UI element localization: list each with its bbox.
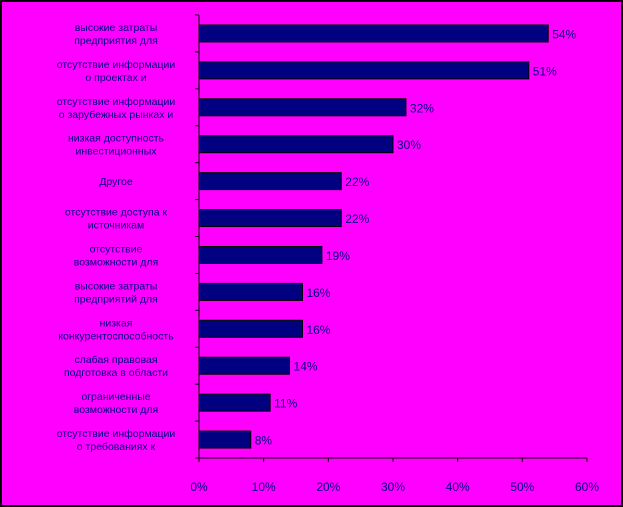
value-label: 19% bbox=[326, 249, 350, 263]
category-label: высокие затраты предприятий для bbox=[74, 280, 158, 305]
x-tick-label: 40% bbox=[446, 480, 470, 494]
category-label-line: подготовка в области bbox=[64, 367, 168, 379]
value-label: 30% bbox=[397, 138, 421, 152]
category-label-line: отсутствие информации bbox=[57, 96, 176, 108]
x-tick-label: 20% bbox=[316, 480, 340, 494]
category-label: ограниченные возможности для bbox=[74, 391, 158, 416]
bar bbox=[198, 98, 407, 117]
x-tick-label: 30% bbox=[381, 480, 405, 494]
value-label: 14% bbox=[294, 360, 318, 374]
category-label: высокие затраты предприятия для bbox=[74, 22, 158, 47]
category-label-line: возможности для bbox=[74, 256, 158, 268]
category-label-line: слабая правовая bbox=[74, 354, 157, 366]
category-label: слабая правовая подготовка в области bbox=[64, 354, 168, 379]
category-label: отсутствие информации о зарубежных рынках… bbox=[57, 96, 176, 121]
category-label-line: низкая доступность bbox=[68, 133, 165, 145]
category-label: отсутствие доступа к источникам bbox=[65, 207, 168, 232]
value-label: 22% bbox=[345, 212, 369, 226]
category-label: низкая конкурентоспособность bbox=[58, 317, 174, 342]
category-label-line: высокие затраты bbox=[75, 22, 158, 34]
category-label: отсутствие информации о требованиях к bbox=[57, 428, 176, 453]
category-label-line: источникам bbox=[88, 220, 144, 232]
category-label-line: предприятия для bbox=[74, 35, 158, 47]
category-label-line: отсутствие информации bbox=[57, 59, 176, 71]
bar bbox=[198, 282, 303, 301]
category-label-line: о зарубежных рынках и bbox=[59, 109, 174, 121]
bar bbox=[198, 61, 530, 80]
category-label-line: о проектах и bbox=[85, 72, 146, 84]
bar bbox=[198, 319, 303, 338]
bar bbox=[198, 430, 252, 449]
category-label-line: о требованиях к bbox=[77, 441, 156, 453]
x-tick-label: 10% bbox=[252, 480, 276, 494]
value-label: 8% bbox=[255, 434, 273, 448]
bar bbox=[198, 172, 342, 191]
value-label: 32% bbox=[410, 101, 434, 115]
category-label-line: отсутствие доступа к bbox=[65, 207, 168, 219]
category-label-line: отсутствие bbox=[90, 243, 143, 255]
category-label-line: ограниченные bbox=[81, 391, 150, 403]
category-label-line: возможности для bbox=[74, 404, 158, 416]
bar bbox=[198, 24, 549, 43]
category-label: Другое bbox=[99, 176, 133, 188]
category-label: низкая доступность инвестиционных bbox=[68, 133, 165, 158]
x-tick-label: 60% bbox=[575, 480, 599, 494]
category-label-line: отсутствие информации bbox=[57, 428, 176, 440]
bar bbox=[198, 135, 394, 154]
bar bbox=[198, 356, 291, 375]
value-label: 11% bbox=[274, 397, 297, 411]
category-label-line: инвестиционных bbox=[75, 146, 157, 158]
category-label: отсутствие информации о проектах и bbox=[57, 59, 176, 84]
x-tick-label: 50% bbox=[510, 480, 534, 494]
bar bbox=[198, 209, 342, 228]
value-label: 16% bbox=[306, 323, 330, 337]
value-label: 22% bbox=[345, 175, 369, 189]
bar bbox=[198, 245, 323, 264]
category-label-line: низкая bbox=[100, 317, 133, 329]
category-label: отсутствие возможности для bbox=[74, 243, 158, 268]
value-label: 16% bbox=[306, 286, 330, 300]
value-label: 51% bbox=[533, 64, 557, 78]
category-label-line: высокие затраты bbox=[75, 280, 158, 292]
bar bbox=[198, 393, 271, 412]
category-label-line: конкурентоспособность bbox=[58, 330, 174, 342]
category-label-line: предприятий для bbox=[74, 293, 158, 305]
x-tick-label: 0% bbox=[190, 480, 208, 494]
value-label: 54% bbox=[552, 27, 576, 41]
category-label-line: Другое bbox=[99, 176, 133, 188]
